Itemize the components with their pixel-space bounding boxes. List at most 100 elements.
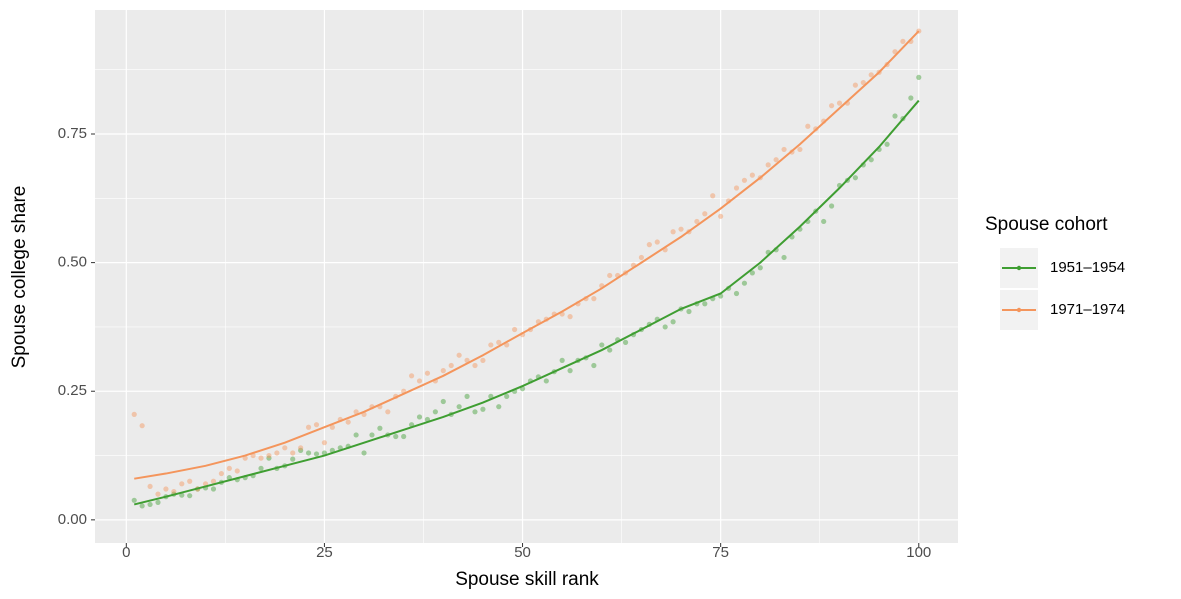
point bbox=[393, 433, 399, 440]
point bbox=[670, 319, 676, 325]
point bbox=[305, 424, 312, 430]
point bbox=[638, 254, 645, 261]
point bbox=[139, 503, 145, 509]
point bbox=[226, 465, 232, 472]
point bbox=[781, 146, 787, 153]
point bbox=[187, 478, 193, 484]
point bbox=[821, 218, 827, 225]
point bbox=[432, 409, 438, 415]
point bbox=[448, 362, 454, 369]
point bbox=[654, 239, 660, 245]
point bbox=[908, 95, 914, 101]
x-tick-label: 50 bbox=[514, 544, 531, 561]
y-tick-label: 0.50 bbox=[58, 254, 87, 271]
x-axis-title: Spouse skill rank bbox=[455, 569, 599, 590]
point bbox=[456, 352, 462, 358]
legend-title: Spouse cohort bbox=[985, 214, 1108, 235]
point bbox=[900, 38, 906, 44]
point bbox=[662, 324, 668, 330]
point bbox=[353, 409, 359, 415]
point bbox=[741, 280, 748, 286]
point bbox=[345, 419, 351, 425]
point bbox=[543, 378, 549, 384]
point bbox=[702, 301, 708, 307]
point bbox=[829, 203, 835, 209]
point bbox=[773, 157, 779, 163]
point bbox=[852, 175, 858, 181]
point bbox=[868, 157, 874, 163]
legend-label: 1971–1974 bbox=[1050, 301, 1125, 318]
point bbox=[860, 79, 866, 86]
grid bbox=[95, 10, 958, 543]
point bbox=[416, 378, 423, 384]
point bbox=[678, 226, 684, 232]
point bbox=[290, 456, 296, 462]
point bbox=[234, 468, 240, 474]
point bbox=[305, 450, 312, 456]
point bbox=[836, 100, 843, 106]
plot-panel bbox=[95, 10, 958, 543]
point bbox=[313, 451, 320, 457]
point bbox=[163, 486, 169, 492]
point bbox=[440, 398, 446, 405]
point bbox=[496, 404, 502, 410]
point bbox=[131, 411, 137, 417]
point bbox=[559, 357, 565, 363]
point bbox=[369, 432, 375, 438]
point bbox=[749, 270, 755, 276]
y-tick-label: 0.75 bbox=[58, 125, 87, 142]
point bbox=[765, 162, 771, 168]
point bbox=[353, 432, 359, 438]
marks bbox=[131, 28, 922, 509]
point bbox=[155, 491, 161, 497]
point bbox=[282, 445, 288, 451]
point bbox=[361, 450, 367, 456]
point bbox=[131, 497, 137, 503]
point bbox=[733, 290, 740, 297]
point bbox=[622, 339, 629, 345]
point bbox=[512, 326, 518, 333]
point bbox=[852, 82, 858, 88]
legend: 1951–1954 1971–1974 bbox=[1000, 248, 1125, 330]
x-tick-label: 25 bbox=[316, 544, 333, 561]
point bbox=[298, 447, 304, 453]
point bbox=[416, 414, 423, 420]
point bbox=[488, 342, 494, 348]
point bbox=[884, 141, 890, 147]
point bbox=[670, 229, 676, 235]
point bbox=[210, 478, 217, 484]
point bbox=[718, 213, 724, 219]
point bbox=[868, 72, 874, 78]
point bbox=[298, 445, 304, 451]
point bbox=[892, 113, 898, 119]
point bbox=[171, 488, 177, 495]
point bbox=[733, 185, 740, 191]
point bbox=[797, 146, 803, 153]
x-tick-label: 100 bbox=[906, 544, 931, 561]
point bbox=[187, 493, 193, 499]
point bbox=[504, 393, 510, 399]
point bbox=[567, 368, 573, 374]
legend-point bbox=[1016, 307, 1022, 313]
point bbox=[258, 465, 264, 472]
y-tick-label: 0.00 bbox=[58, 511, 87, 528]
point bbox=[210, 486, 217, 492]
point bbox=[781, 254, 787, 261]
point bbox=[480, 406, 486, 412]
legend-label: 1951–1954 bbox=[1050, 259, 1125, 276]
point bbox=[567, 314, 573, 320]
point bbox=[313, 422, 320, 428]
fit-line bbox=[133, 99, 920, 506]
point bbox=[741, 177, 748, 183]
y-axis-title: Spouse college share bbox=[9, 186, 30, 369]
point bbox=[401, 433, 407, 440]
fit-line bbox=[134, 30, 920, 480]
point bbox=[480, 357, 486, 363]
point bbox=[892, 49, 898, 55]
point bbox=[472, 409, 478, 415]
point bbox=[456, 404, 462, 410]
point bbox=[829, 103, 835, 109]
point bbox=[274, 450, 280, 456]
point bbox=[646, 242, 652, 248]
